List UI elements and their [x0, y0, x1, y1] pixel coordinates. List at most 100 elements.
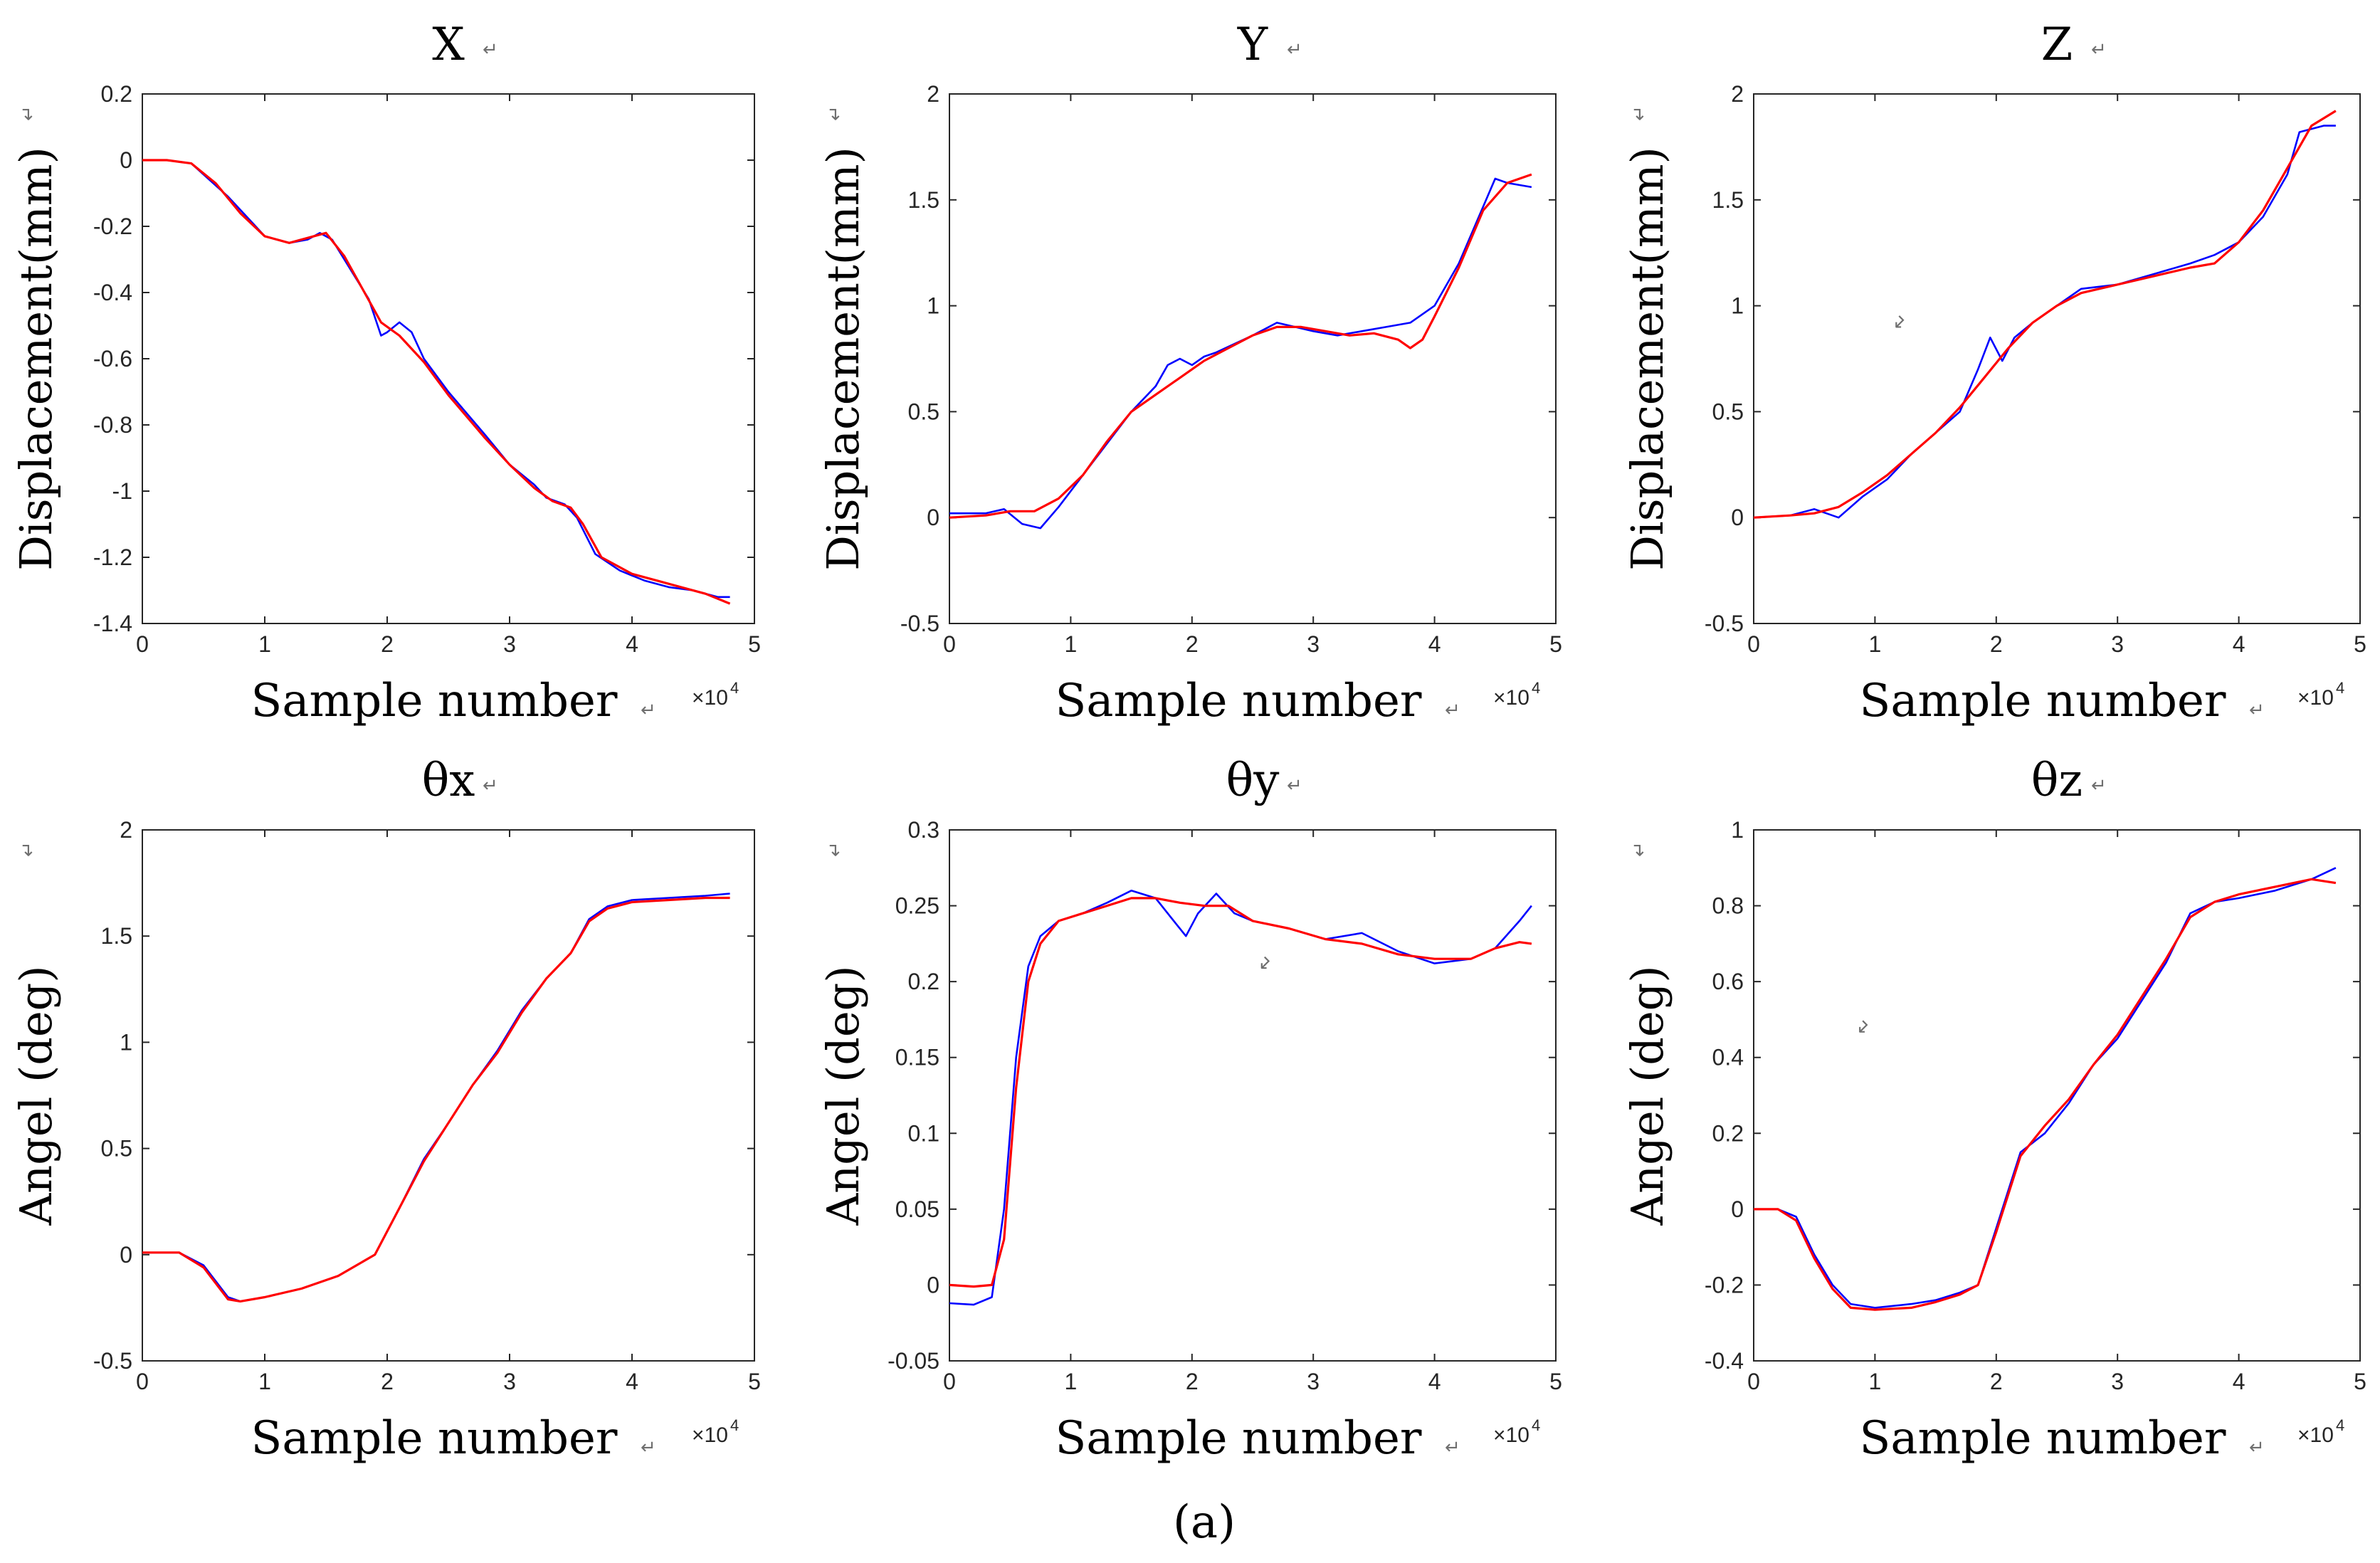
y-tick-label: 0.5: [908, 399, 939, 424]
x-tick-label: 1: [258, 1369, 271, 1394]
panel-title: X: [432, 19, 465, 71]
y-tick-label: 2: [1731, 81, 1744, 107]
x-tick-label: 4: [1428, 1369, 1441, 1394]
axes-box: [949, 829, 1557, 1362]
y-tick-label: 0: [927, 505, 939, 530]
x-multiplier-exponent: 4: [730, 1416, 739, 1434]
x-multiplier: ×10: [1493, 1423, 1529, 1447]
x-axis-label: Sample number: [1055, 1412, 1422, 1465]
series-line-blue: [949, 890, 1532, 1306]
series-line-red: [1754, 878, 2337, 1311]
axes-box: [142, 93, 755, 624]
x-tick-label: 1: [258, 631, 271, 657]
x-tick-label: 0: [943, 631, 956, 657]
return-mark: ↵: [483, 39, 498, 60]
y-tick-label: -0.5: [93, 1348, 132, 1374]
x-tick-label: 0: [1747, 1369, 1760, 1394]
x-tick-label: 5: [1549, 631, 1562, 657]
return-mark: ↵: [1629, 841, 1650, 857]
y-tick-label: 0.5: [1712, 399, 1744, 424]
x-tick-label: 3: [503, 1369, 516, 1394]
x-tick-label: 1: [1869, 631, 1882, 657]
y-tick-label: 0.25: [895, 893, 939, 919]
y-tick-label: -0.5: [1705, 611, 1744, 636]
x-multiplier: ×10: [692, 1423, 728, 1447]
series-line-red: [949, 897, 1532, 1288]
figure-caption: (a): [1173, 1496, 1236, 1549]
y-axis-label: Displacement(mm): [10, 147, 62, 571]
y-tick-label: 0.15: [895, 1045, 939, 1070]
x-tick-label: 4: [2233, 631, 2245, 657]
y-tick-label: 0: [120, 147, 132, 173]
y-tick-label: 0.05: [895, 1196, 939, 1222]
y-tick-label: 0.4: [1712, 1045, 1744, 1070]
x-multiplier-exponent: 4: [1532, 1416, 1540, 1434]
x-axis-label: Sample number: [251, 1412, 618, 1465]
x-tick-label: 0: [136, 1369, 149, 1394]
x-tick-label: 5: [748, 1369, 761, 1394]
return-mark: ↵: [18, 841, 39, 857]
series-line-blue: [1753, 125, 2336, 519]
x-tick-label: 4: [1428, 631, 1441, 657]
x-tick-label: 5: [748, 631, 761, 657]
y-tick-label: -0.8: [93, 412, 132, 438]
x-tick-label: 1: [1065, 1369, 1078, 1394]
y-tick-label: -1.2: [93, 544, 132, 570]
panels: 0 1 2 3 4 5 0.2 0 -0.2 -0.4 -0.6 -0.8 -1 -1.2 -1.4 X ↵ Sa…: [10, 19, 2366, 1465]
return-mark: ↵: [825, 105, 846, 121]
y-tick-label: 0.1: [908, 1120, 939, 1146]
x-tick-label: 2: [1990, 1369, 2003, 1394]
y-tick-label: 0: [1731, 505, 1744, 530]
series-line-red: [1753, 110, 2337, 519]
series-line-red: [142, 896, 730, 1303]
x-tick-label: 5: [2354, 631, 2366, 657]
axes-box: [1753, 829, 2361, 1362]
y-tick-label: 0.2: [1712, 1120, 1744, 1146]
y-tick-label: 0.5: [101, 1136, 132, 1162]
return-mark: ↵: [2249, 700, 2265, 721]
axes-box: [1753, 93, 2361, 624]
x-tick-label: 1: [1869, 1369, 1882, 1394]
return-mark: ↵: [2249, 1437, 2265, 1458]
panel-title: Z: [2041, 19, 2073, 71]
y-tick-label: 0: [1731, 1196, 1744, 1222]
return-mark: ↵: [1445, 700, 1460, 721]
y-tick-label: -0.4: [93, 280, 132, 305]
x-multiplier: ×10: [692, 686, 728, 710]
y-tick-label: 0.8: [1712, 893, 1744, 919]
y-tick-label: 1: [120, 1029, 132, 1055]
series-line-red: [949, 173, 1532, 519]
y-tick-label: -0.5: [900, 611, 939, 636]
return-mark: ↵: [1287, 775, 1302, 796]
y-tick-label: -0.6: [93, 346, 132, 372]
x-multiplier: ×10: [2297, 1423, 2334, 1447]
y-tick-label: 0: [120, 1242, 132, 1268]
x-tick-label: 2: [381, 631, 394, 657]
x-tick-label: 4: [626, 631, 638, 657]
x-tick-label: 1: [1065, 631, 1078, 657]
y-tick-label: 2: [927, 81, 939, 107]
y-tick-label: 1.5: [1712, 187, 1744, 213]
x-tick-label: 3: [503, 631, 516, 657]
y-tick-label: -0.4: [1705, 1348, 1744, 1374]
y-tick-label: 1.5: [101, 923, 132, 949]
x-multiplier-exponent: 4: [1532, 679, 1540, 697]
panel-1: 0 1 2 3 4 5 0.2 0 -0.2 -0.4 -0.6 -0.8 -1 -1.2 -1.4 X ↵ Sa…: [10, 19, 761, 727]
x-axis-label: Sample number: [1055, 675, 1422, 727]
x-tick-label: 3: [1307, 631, 1320, 657]
axes-box: [142, 829, 755, 1362]
panel-6: 0 1 2 3 4 5 1 0.8 0.6 0.4 0.2 0 -0.2 -0.4 θz ↵ Sample nu…: [1621, 754, 2366, 1465]
y-tick-label: 1: [927, 293, 939, 319]
y-tick-label: -0.2: [93, 214, 132, 239]
panel-title: θx: [422, 754, 475, 807]
x-multiplier-exponent: 4: [2336, 679, 2344, 697]
panel-2: 0 1 2 3 4 521.510.50-0.5Y ↵Sample number ↵×10 4D…: [817, 19, 1562, 727]
y-tick-label: -0.05: [888, 1348, 939, 1374]
return-mark: ↵: [18, 105, 39, 121]
x-tick-label: 3: [1307, 1369, 1320, 1394]
panel-title: Y: [1237, 19, 1268, 71]
x-tick-label: 0: [1747, 631, 1760, 657]
x-axis-label: Sample number: [1860, 675, 2226, 727]
x-tick-label: 3: [2111, 631, 2124, 657]
